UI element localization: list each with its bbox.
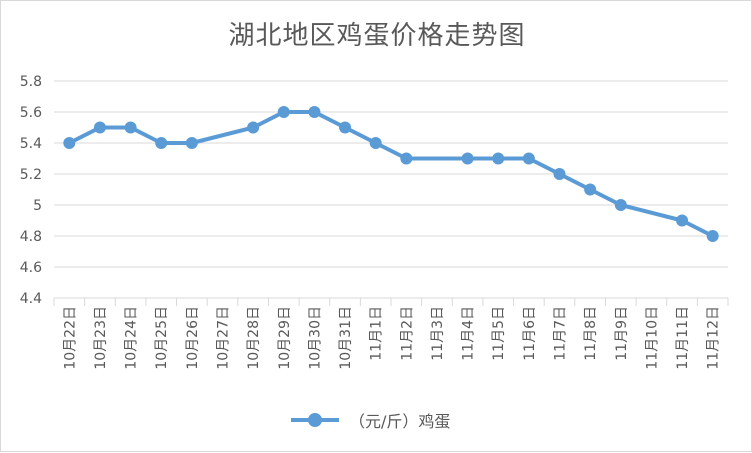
y-tick-label: 5.2 [20, 167, 42, 183]
x-tick-label: 10月26日 [185, 306, 201, 370]
x-tick-label: 10月31日 [338, 306, 354, 370]
x-tick-label: 10月29日 [277, 306, 293, 370]
y-tick-label: 5.6 [20, 105, 42, 121]
data-point [461, 152, 474, 165]
x-tick-label: 10月22日 [62, 306, 78, 370]
data-point [124, 121, 137, 134]
data-point [400, 152, 413, 165]
x-tick-label: 11月3日 [430, 306, 446, 361]
legend-label: （元/斤）鸡蛋 [349, 412, 451, 431]
x-tick-label: 10月24日 [124, 306, 140, 370]
y-tick-label: 5 [33, 198, 42, 214]
x-tick-label: 11月2日 [399, 306, 415, 361]
x-tick-label: 11月6日 [522, 306, 538, 361]
data-point [308, 106, 321, 118]
x-tick-label: 11月1日 [369, 306, 385, 361]
y-tick-label: 5.4 [20, 136, 42, 152]
data-point [553, 168, 566, 180]
data-point [155, 137, 168, 149]
data-point [247, 121, 260, 134]
y-tick-label: 4.4 [20, 291, 42, 307]
x-tick-label: 11月5日 [491, 306, 507, 361]
data-point [676, 214, 689, 227]
x-tick-label: 10月23日 [93, 306, 109, 370]
y-tick-label: 5.8 [20, 74, 42, 90]
data-point [706, 230, 719, 242]
legend-marker-icon [291, 413, 339, 427]
x-tick-label: 11月12日 [706, 306, 722, 370]
x-tick-label: 10月27日 [216, 306, 232, 370]
x-tick-label: 11月7日 [553, 306, 569, 361]
x-tick-label: 11月9日 [614, 306, 630, 361]
x-tick-label: 11月4日 [461, 306, 477, 361]
data-point [277, 106, 290, 118]
y-tick-label: 4.6 [20, 260, 42, 276]
x-tick-label: 11月11日 [675, 306, 691, 370]
data-point [369, 137, 382, 149]
chart-title: 湖北地区鸡蛋价格走势图 [228, 21, 526, 51]
data-point [93, 121, 106, 134]
x-tick-label: 11月10日 [644, 306, 660, 370]
x-tick-label: 11月8日 [583, 306, 599, 361]
data-point [492, 152, 505, 165]
data-point [522, 152, 535, 165]
legend: （元/斤）鸡蛋 [291, 409, 450, 431]
x-tick-label: 10月28日 [246, 306, 262, 370]
data-point [584, 183, 597, 196]
x-tick-label: 10月30日 [307, 306, 323, 370]
data-point [614, 199, 627, 211]
y-tick-label: 4.8 [20, 229, 42, 245]
data-point [339, 121, 352, 134]
data-point [185, 137, 198, 149]
x-tick-label: 10月25日 [154, 306, 170, 370]
data-point [63, 137, 76, 149]
